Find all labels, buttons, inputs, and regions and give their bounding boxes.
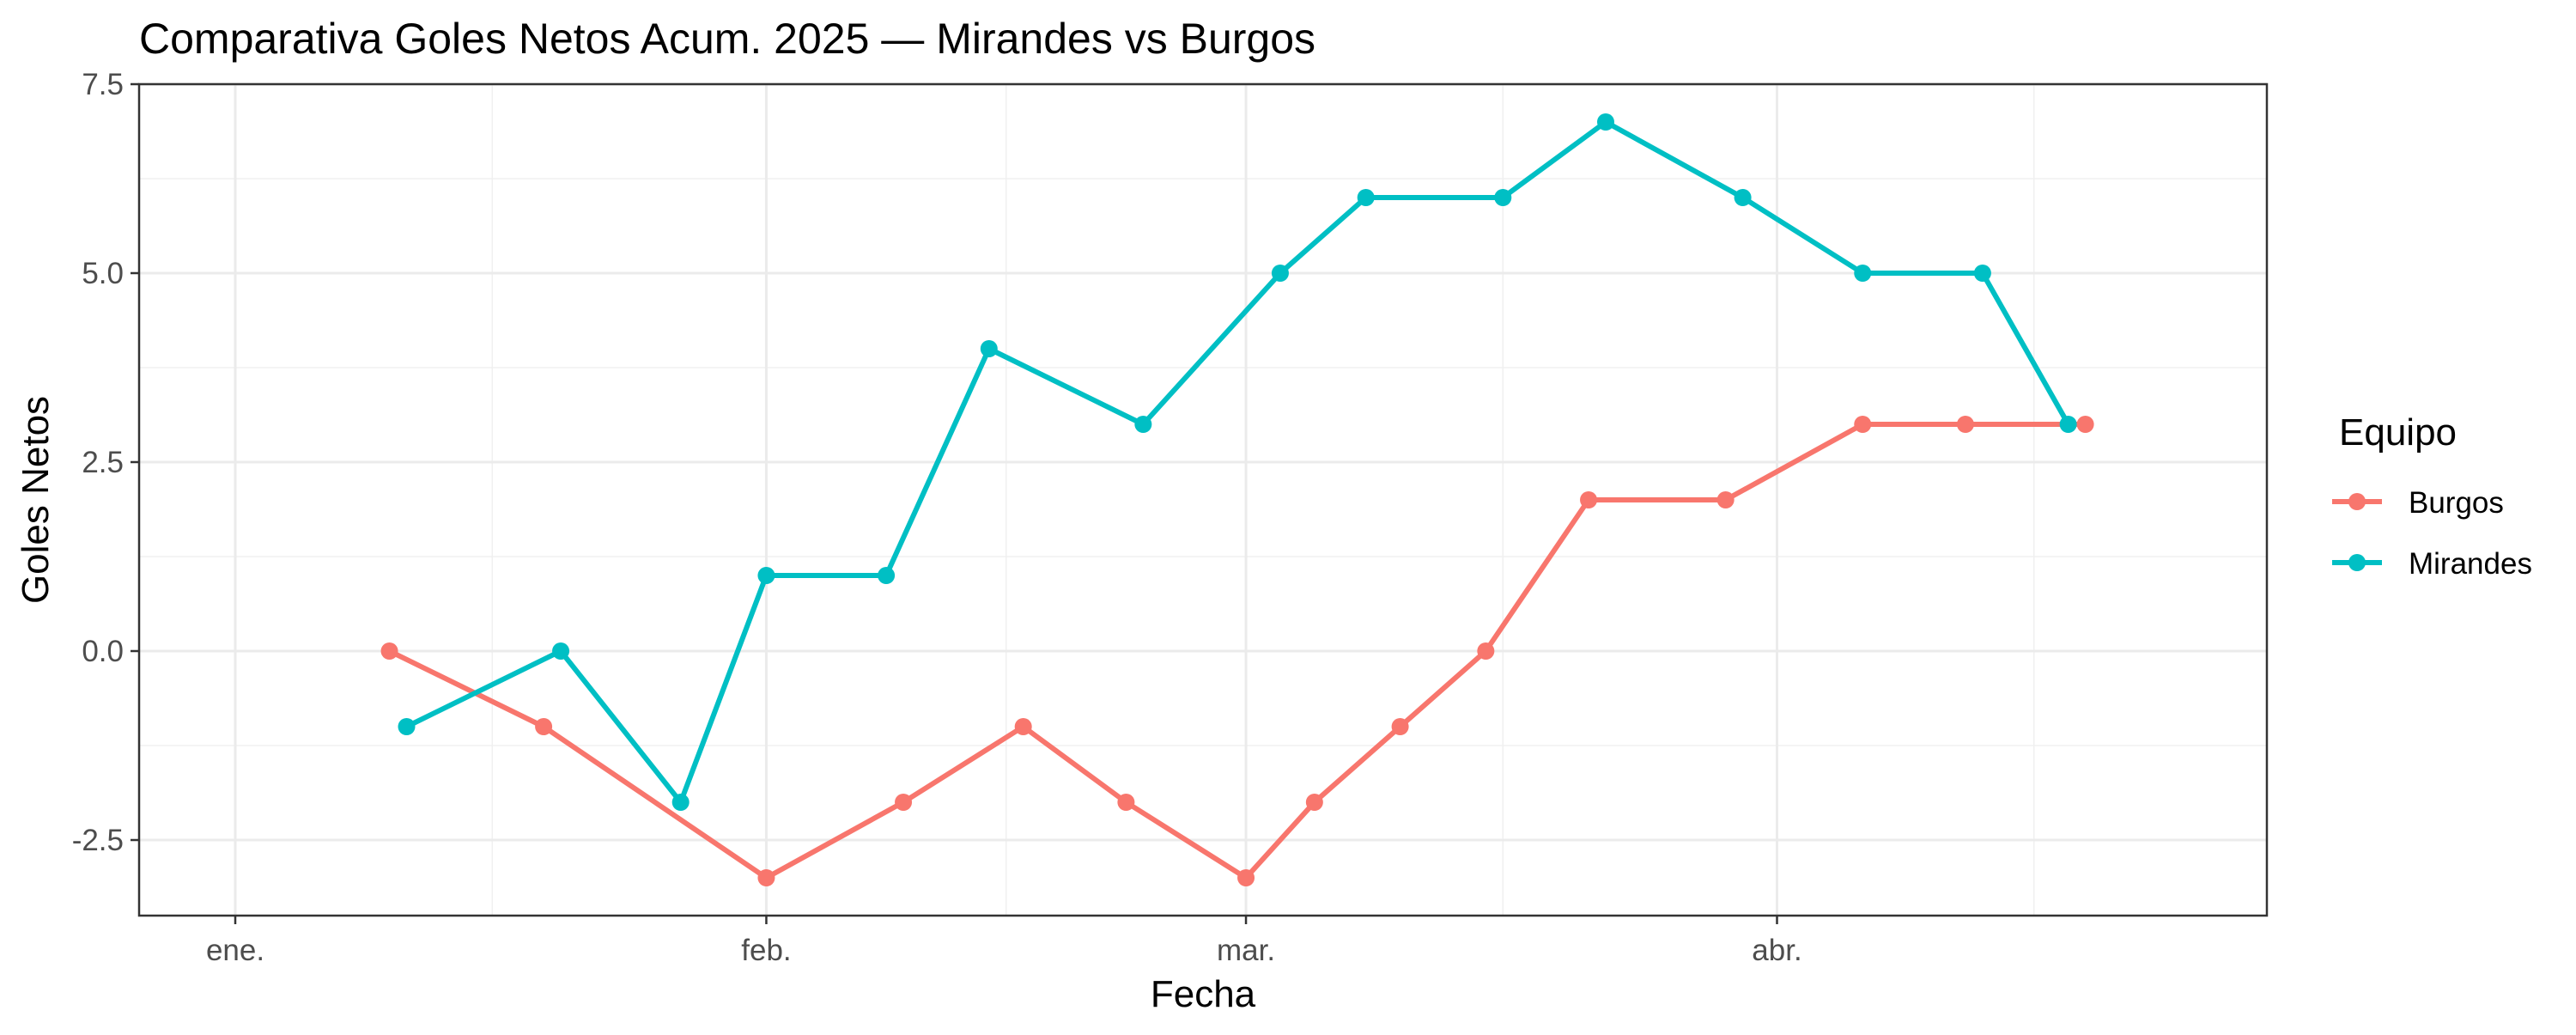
data-point <box>398 718 416 735</box>
data-point <box>878 567 896 584</box>
data-point <box>2059 416 2077 433</box>
legend-item-mirandes: Mirandes <box>2332 547 2532 581</box>
legend-item-burgos: Burgos <box>2332 486 2504 520</box>
data-point <box>1494 189 1512 206</box>
data-point <box>1134 416 1152 433</box>
legend-label: Mirandes <box>2409 547 2532 581</box>
data-point <box>1716 491 1735 508</box>
y-tick-label: 2.5 <box>82 446 124 479</box>
data-point <box>535 718 553 735</box>
data-point <box>1734 189 1752 206</box>
legend: Equipo Burgos Mirandes <box>2332 411 2532 581</box>
series-layer <box>380 113 2094 886</box>
y-tick-label: -2.5 <box>72 824 124 857</box>
data-point <box>1597 113 1614 131</box>
y-axis: -2.5 0.0 2.5 5.0 7.5 <box>72 68 139 857</box>
x-tick-label: feb. <box>741 934 791 967</box>
data-point <box>1580 491 1598 508</box>
x-axis: ene. feb. mar. abr. <box>206 916 1802 967</box>
data-point <box>1014 718 1032 735</box>
series-mirandes <box>398 113 2077 811</box>
data-point <box>552 642 570 660</box>
gridlines <box>139 82 2267 916</box>
data-point <box>895 794 913 811</box>
x-axis-title: Fecha <box>1151 973 1256 1015</box>
x-tick-label: abr. <box>1752 934 1801 967</box>
data-point <box>757 869 775 886</box>
legend-label: Burgos <box>2409 486 2504 520</box>
x-tick-label: mar. <box>1217 934 1275 967</box>
data-point <box>1477 642 1495 660</box>
legend-point-icon <box>2348 554 2366 571</box>
data-point <box>1391 718 1409 735</box>
legend-title: Equipo <box>2339 411 2457 454</box>
data-point <box>1854 265 1872 282</box>
y-tick-label: 5.0 <box>82 257 124 290</box>
data-point <box>1854 416 1872 433</box>
data-point <box>1305 794 1323 811</box>
data-point <box>1271 265 1289 282</box>
y-axis-title: Goles Netos <box>15 396 57 604</box>
data-point <box>980 340 998 357</box>
chart-title: Comparativa Goles Netos Acum. 2025 — Mir… <box>139 15 1315 63</box>
series-burgos <box>380 416 2094 886</box>
data-point <box>1956 416 1974 433</box>
data-point <box>1237 869 1255 886</box>
data-point <box>2076 416 2094 433</box>
y-tick-label: 0.0 <box>82 635 124 668</box>
data-point <box>671 794 690 811</box>
data-point <box>1117 794 1135 811</box>
plot-panel-border <box>137 82 2269 917</box>
data-point <box>757 567 775 584</box>
data-point <box>380 642 398 660</box>
x-tick-label: ene. <box>206 934 264 967</box>
data-point <box>1357 189 1375 206</box>
data-point <box>1973 265 1991 282</box>
y-tick-label: 7.5 <box>82 68 124 101</box>
legend-point-icon <box>2348 493 2366 510</box>
